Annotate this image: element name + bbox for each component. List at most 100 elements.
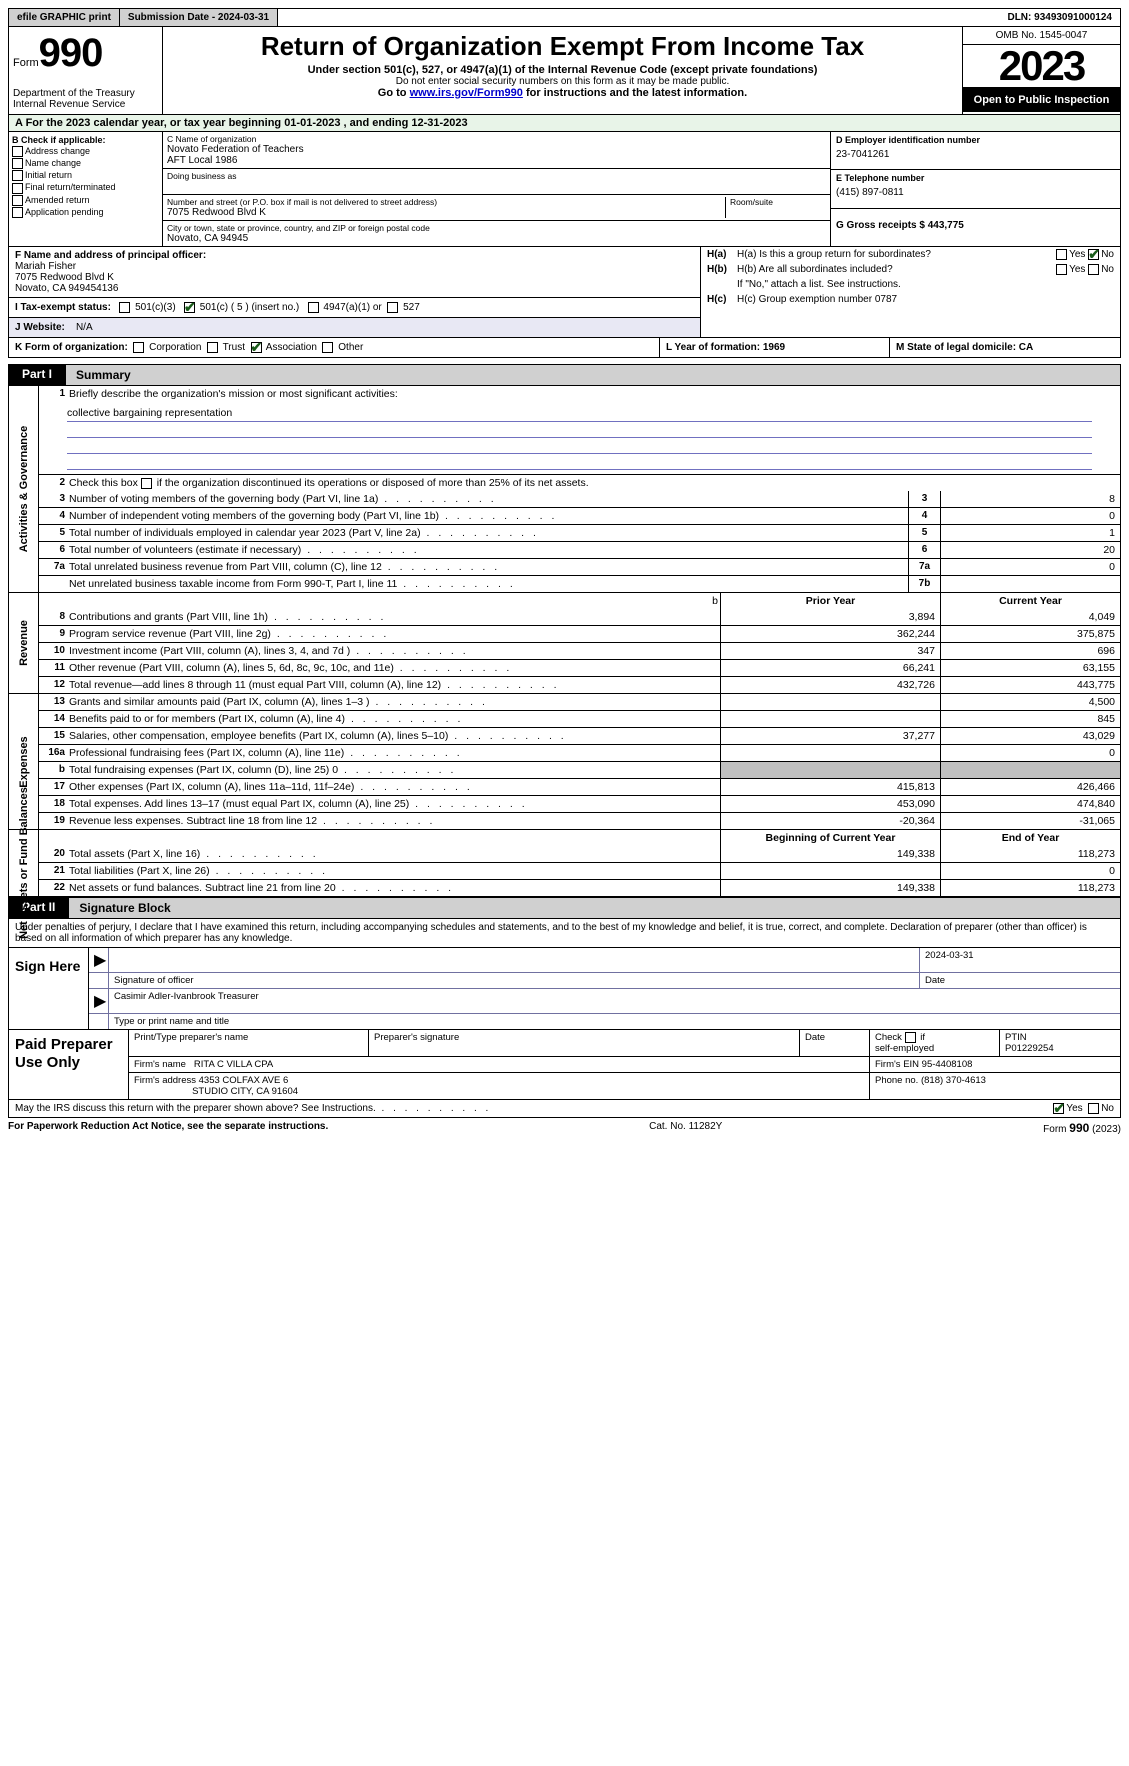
table-row: 22Net assets or fund balances. Subtract … bbox=[39, 879, 1120, 896]
phone-label: E Telephone number bbox=[836, 173, 1115, 183]
prep-name-label: Print/Type preparer's name bbox=[129, 1030, 369, 1056]
ein-label: D Employer identification number bbox=[836, 135, 1115, 145]
efile-print-button[interactable]: efile GRAPHIC print bbox=[9, 9, 120, 26]
part-2-title: Signature Block bbox=[69, 897, 1121, 919]
table-row: bTotal fundraising expenses (Part IX, co… bbox=[39, 761, 1120, 778]
opt-501c3: 501(c)(3) bbox=[135, 302, 176, 313]
officer-label: F Name and address of principal officer: bbox=[15, 250, 206, 261]
part-1-header: Part I Summary bbox=[8, 364, 1121, 386]
line-2: 2 Check this box if the organization dis… bbox=[39, 474, 1120, 491]
form-number: 990 bbox=[39, 31, 103, 75]
row-a-tax-year: A For the 2023 calendar year, or tax yea… bbox=[8, 115, 1121, 132]
form-subtitle-1: Under section 501(c), 527, or 4947(a)(1)… bbox=[171, 64, 954, 76]
vlabel-net: Net Assets or Fund Balances bbox=[9, 830, 39, 896]
mission-text: collective bargaining representation bbox=[67, 406, 1092, 422]
cb-corp[interactable] bbox=[133, 342, 144, 353]
opt-final-return[interactable]: Final return/terminated bbox=[12, 182, 159, 193]
firm-addr-row: Firm's address 4353 COLFAX AVE 6 STUDIO … bbox=[129, 1072, 1120, 1099]
gov-line: 4Number of independent voting members of… bbox=[39, 507, 1120, 524]
website-val: N/A bbox=[76, 322, 93, 333]
box-c: C Name of organization Novato Federation… bbox=[163, 132, 830, 246]
block-f-to-j: F Name and address of principal officer:… bbox=[8, 247, 1121, 338]
opt-trust: Trust bbox=[223, 342, 245, 353]
form-footer: Form 990 (2023) bbox=[1043, 1121, 1121, 1135]
may-yes[interactable] bbox=[1053, 1103, 1064, 1114]
ptin-label: PTINP01229254 bbox=[1000, 1030, 1120, 1056]
spacer bbox=[278, 15, 999, 21]
ha-yes[interactable] bbox=[1056, 249, 1067, 260]
paperwork-notice: For Paperwork Reduction Act Notice, see … bbox=[8, 1121, 328, 1135]
sign-here-block: Sign Here ▶ 2024-03-31 Signature of offi… bbox=[8, 948, 1121, 1030]
paid-header-row: Print/Type preparer's name Preparer's si… bbox=[129, 1030, 1120, 1056]
cb-501c3[interactable] bbox=[119, 302, 130, 313]
opt-application-pending[interactable]: Application pending bbox=[12, 207, 159, 218]
addr-label: Number and street (or P.O. box if mail i… bbox=[167, 197, 721, 207]
gov-line: Net unrelated business taxable income fr… bbox=[39, 575, 1120, 592]
row-i-tax-status: I Tax-exempt status: 501(c)(3) 501(c) ( … bbox=[9, 297, 700, 317]
box-l: L Year of formation: 1969 bbox=[660, 338, 890, 357]
officer-addr2: Novato, CA 949454136 bbox=[15, 283, 694, 294]
opt-amended-return[interactable]: Amended return bbox=[12, 195, 159, 206]
ptin-val: P01229254 bbox=[1005, 1043, 1054, 1054]
hc-val: 0787 bbox=[875, 294, 897, 305]
table-row: 10Investment income (Part VIII, column (… bbox=[39, 642, 1120, 659]
may-discuss-q: May the IRS discuss this return with the… bbox=[15, 1103, 1053, 1114]
gov-line: 5Total number of individuals employed in… bbox=[39, 524, 1120, 541]
table-row: 14Benefits paid to or for members (Part … bbox=[39, 710, 1120, 727]
sig-date-label: Date bbox=[920, 973, 1120, 988]
table-row: 13Grants and similar amounts paid (Part … bbox=[39, 694, 1120, 710]
section-revenue: Revenue b Prior Year Current Year 8Contr… bbox=[8, 593, 1121, 694]
cb-trust[interactable] bbox=[207, 342, 218, 353]
opt-address-change[interactable]: Address change bbox=[12, 146, 159, 157]
mission-blank-1 bbox=[67, 422, 1092, 438]
rev-hdr-prior: Prior Year bbox=[720, 593, 940, 609]
cb-discontinued[interactable] bbox=[141, 478, 152, 489]
arrow-icon: ▶ bbox=[89, 948, 109, 972]
cb-self-employed[interactable] bbox=[905, 1032, 916, 1043]
net-hdr-end: End of Year bbox=[940, 830, 1120, 846]
hb-label: H(b) Are all subordinates included? bbox=[737, 264, 1056, 275]
table-row: 20Total assets (Part X, line 16)149,3381… bbox=[39, 846, 1120, 862]
arrow-icon-2: ▶ bbox=[89, 989, 109, 1013]
phone-val: (415) 897-0811 bbox=[836, 183, 1115, 198]
block-b-to-h: B Check if applicable: Address change Na… bbox=[8, 132, 1121, 247]
firm-label: Firm's name bbox=[134, 1059, 189, 1070]
hb-yes[interactable] bbox=[1056, 264, 1067, 275]
opt-501c5: 501(c) ( 5 ) (insert no.) bbox=[200, 302, 299, 313]
k-label: K Form of organization: bbox=[15, 342, 128, 353]
hb-note: If "No," attach a list. See instructions… bbox=[701, 277, 1120, 292]
cb-other[interactable] bbox=[322, 342, 333, 353]
cb-assoc[interactable] bbox=[251, 342, 262, 353]
box-k: K Form of organization: Corporation Trus… bbox=[9, 338, 660, 357]
table-row: 11Other revenue (Part VIII, column (A), … bbox=[39, 659, 1120, 676]
part-2-header: Part II Signature Block bbox=[8, 897, 1121, 919]
opt-assoc: Association bbox=[266, 342, 317, 353]
box-f: F Name and address of principal officer:… bbox=[9, 247, 700, 297]
hb-no[interactable] bbox=[1088, 264, 1099, 275]
opt-name-change[interactable]: Name change bbox=[12, 158, 159, 169]
cb-4947[interactable] bbox=[308, 302, 319, 313]
firm-addr-label: Firm's address bbox=[134, 1075, 199, 1086]
ha-label: H(a) Is this a group return for subordin… bbox=[737, 249, 1056, 260]
firm-name-row: Firm's name RITA C VILLA CPA Firm's EIN … bbox=[129, 1056, 1120, 1072]
row-j-website: J Website: N/A bbox=[9, 317, 700, 337]
box-b: B Check if applicable: Address change Na… bbox=[9, 132, 163, 246]
self-employed-label: Check ifself-employed bbox=[870, 1030, 1000, 1056]
ha-no[interactable] bbox=[1088, 249, 1099, 260]
header-left: Form990 Department of the Treasury Inter… bbox=[9, 27, 163, 114]
dept-label: Department of the Treasury Internal Reve… bbox=[13, 88, 158, 110]
phone-label2: Phone no. bbox=[875, 1075, 921, 1086]
box-d: D Employer identification number 23-7041… bbox=[831, 132, 1120, 170]
cb-527[interactable] bbox=[387, 302, 398, 313]
sign-body: ▶ 2024-03-31 Signature of officer Date ▶… bbox=[89, 948, 1120, 1029]
left-f-i-j: F Name and address of principal officer:… bbox=[9, 247, 700, 337]
city-cell: City or town, state or province, country… bbox=[163, 221, 830, 246]
may-no[interactable] bbox=[1088, 1103, 1099, 1114]
firm-ein: 95-4408108 bbox=[922, 1059, 973, 1070]
cb-501c5[interactable] bbox=[184, 302, 195, 313]
instructions-link[interactable]: www.irs.gov/Form990 bbox=[410, 87, 523, 99]
paid-preparer-label: Paid Preparer Use Only bbox=[9, 1030, 129, 1099]
address-cell: Number and street (or P.O. box if mail i… bbox=[163, 195, 830, 221]
table-row: 9Program service revenue (Part VIII, lin… bbox=[39, 625, 1120, 642]
opt-initial-return[interactable]: Initial return bbox=[12, 170, 159, 181]
